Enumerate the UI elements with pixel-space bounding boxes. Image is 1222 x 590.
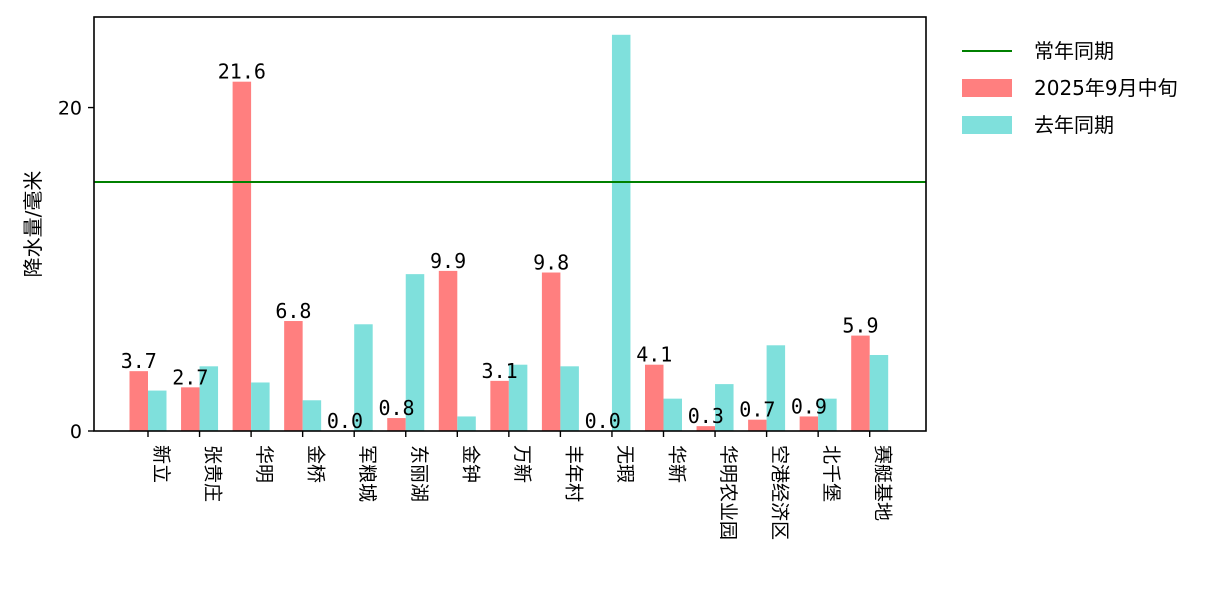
bar-current xyxy=(438,270,458,431)
data-label: 0.9 xyxy=(791,394,827,418)
bar-last-year xyxy=(663,398,682,431)
bar-current xyxy=(748,419,767,431)
bar-last-year xyxy=(818,398,837,431)
bar-last-year xyxy=(766,345,786,431)
data-label: 21.6 xyxy=(218,60,266,84)
data-label: 0.0 xyxy=(585,409,621,433)
x-tick-label: 军粮城 xyxy=(356,445,378,502)
bar-current xyxy=(645,364,664,431)
bar-last-year xyxy=(457,416,476,431)
y-axis-title: 降水量/毫米 xyxy=(21,171,45,278)
data-label: 3.1 xyxy=(482,359,518,383)
data-label: 4.1 xyxy=(636,343,672,367)
legend-label: 2025年9月中旬 xyxy=(1034,76,1178,100)
data-label: 0.8 xyxy=(378,396,414,420)
data-label: 5.9 xyxy=(842,314,878,338)
bar-current xyxy=(284,321,303,431)
bar-last-year xyxy=(611,34,631,431)
x-tick-label: 华新 xyxy=(666,445,688,483)
plot-frame xyxy=(93,16,927,432)
bar-last-year xyxy=(405,274,425,431)
data-label: 2.7 xyxy=(172,365,208,389)
bar-current xyxy=(129,371,148,431)
data-label: 0.7 xyxy=(739,398,775,422)
bar-last-year xyxy=(199,366,219,431)
bar-current xyxy=(181,387,200,431)
x-tick-label: 张贵庄 xyxy=(202,445,224,502)
x-tick-label: 丰年村 xyxy=(562,445,584,502)
legend-label: 常年同期 xyxy=(1034,39,1114,63)
bar-last-year xyxy=(560,366,579,431)
x-tick-label: 北千堡 xyxy=(820,445,842,502)
x-tick-label: 赛艇基地 xyxy=(872,445,894,521)
bar-current xyxy=(232,81,252,431)
x-tick-label: 华明 xyxy=(253,445,275,483)
bar-last-year xyxy=(715,384,734,431)
legend-label: 去年同期 xyxy=(1034,113,1114,137)
y-tick-label: 20 xyxy=(58,98,82,120)
data-label: 0.0 xyxy=(327,409,363,433)
x-tick-label: 万新 xyxy=(511,445,533,483)
bar-last-year xyxy=(869,354,889,431)
bar-current xyxy=(696,426,716,431)
bar-last-year xyxy=(251,382,270,431)
data-label: 9.8 xyxy=(533,251,569,275)
bar-last-year xyxy=(302,400,322,431)
bar-current xyxy=(490,380,509,431)
x-tick-label: 金钟 xyxy=(459,445,481,483)
bar-last-year xyxy=(354,324,373,431)
bar-last-year xyxy=(508,364,528,431)
bar-current xyxy=(541,272,561,431)
data-label: 3.7 xyxy=(121,349,157,373)
bar-current xyxy=(387,418,406,431)
x-tick-label: 新立 xyxy=(150,445,172,483)
plot-area: 3.7 2.7 21.6 6.8 0.0 0.8 9.9 3.1 9.8 0.0 4.1 0.3 0.7… xyxy=(21,16,927,540)
x-tick-label: 华明农业园 xyxy=(717,445,739,540)
data-label: 0.3 xyxy=(688,404,724,428)
data-label: 9.9 xyxy=(430,249,466,273)
bar-current xyxy=(799,416,819,431)
x-tick-label: 空港经济区 xyxy=(769,445,791,540)
legend-swatch xyxy=(962,116,1012,134)
x-tick-label: 无瑕 xyxy=(614,445,636,483)
y-tick-label: 0 xyxy=(70,421,82,443)
bar-last-year xyxy=(148,390,167,431)
data-label: 6.8 xyxy=(275,299,311,323)
legend-swatch xyxy=(962,79,1012,97)
x-tick-label: 金桥 xyxy=(305,445,327,483)
bar-current xyxy=(851,335,870,431)
x-tick-label: 东丽湖 xyxy=(408,445,430,502)
